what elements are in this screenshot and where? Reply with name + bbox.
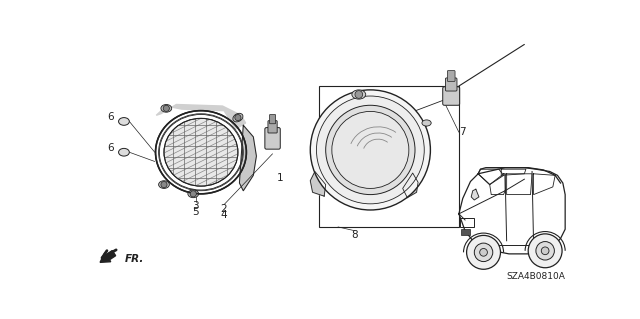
Text: SZA4B0810A: SZA4B0810A [506,272,565,281]
FancyBboxPatch shape [443,87,460,105]
Polygon shape [310,172,326,196]
Ellipse shape [164,118,238,186]
Bar [461,229,470,235]
Circle shape [467,235,500,269]
Ellipse shape [161,105,172,112]
FancyBboxPatch shape [269,115,276,124]
Circle shape [163,105,170,111]
Text: 1: 1 [277,174,284,183]
Circle shape [480,249,488,256]
FancyBboxPatch shape [268,121,277,133]
Text: 3: 3 [192,201,199,211]
Text: 4: 4 [221,210,227,220]
Polygon shape [403,173,418,198]
Text: 2: 2 [221,204,227,214]
Ellipse shape [233,113,243,122]
Ellipse shape [159,181,170,189]
Polygon shape [156,105,246,129]
Ellipse shape [118,118,129,125]
Text: FR.: FR. [125,254,144,264]
Circle shape [536,241,554,260]
Circle shape [474,243,493,262]
Circle shape [310,90,431,210]
Text: 5: 5 [192,207,199,217]
Text: 6: 6 [108,112,114,122]
Ellipse shape [118,148,129,156]
Text: 9: 9 [414,124,420,134]
Circle shape [541,247,549,255]
Ellipse shape [352,90,365,99]
Circle shape [161,182,167,188]
Circle shape [355,91,363,98]
Polygon shape [239,125,257,191]
FancyBboxPatch shape [445,78,457,91]
Circle shape [326,105,415,195]
Text: 6: 6 [108,143,114,152]
Text: 7: 7 [459,127,465,137]
FancyBboxPatch shape [265,128,280,149]
Ellipse shape [188,190,198,198]
FancyArrow shape [100,250,116,262]
Ellipse shape [422,120,431,126]
Circle shape [190,191,196,197]
Circle shape [235,115,241,121]
Text: 8: 8 [351,230,358,240]
FancyBboxPatch shape [447,70,455,81]
Circle shape [316,96,424,204]
Circle shape [528,234,562,268]
Polygon shape [471,189,479,200]
Bar [319,86,459,227]
Circle shape [332,111,409,189]
Bar [460,218,474,227]
